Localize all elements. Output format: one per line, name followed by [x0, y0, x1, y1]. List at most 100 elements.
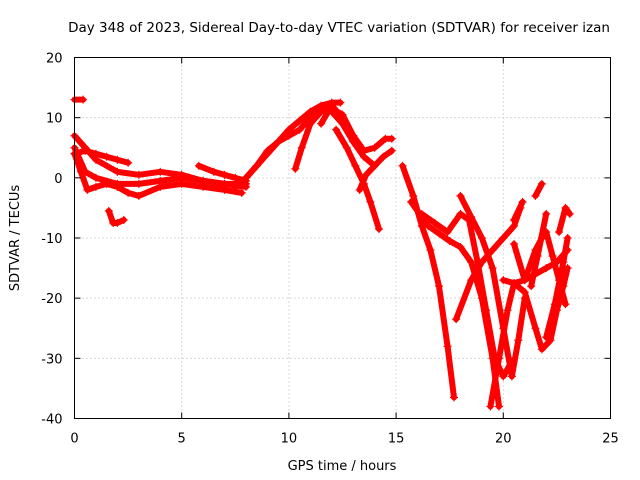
- data-point: [113, 182, 122, 191]
- data-point: [252, 161, 261, 170]
- data-point: [424, 221, 433, 230]
- data-point: [134, 170, 143, 179]
- data-point: [220, 185, 229, 194]
- data-point: [317, 119, 326, 128]
- series-track-25: [555, 203, 574, 236]
- series-track-6: [104, 206, 128, 227]
- series-band: [543, 235, 571, 341]
- data-point: [177, 179, 186, 188]
- data-point: [295, 116, 304, 125]
- data-point: [477, 234, 486, 242]
- data-point: [220, 170, 229, 179]
- series-band: [318, 102, 395, 154]
- data-point: [374, 224, 383, 233]
- series-band: [511, 198, 526, 223]
- data-point: [499, 276, 508, 285]
- data-point: [409, 191, 418, 200]
- data-point: [456, 209, 465, 218]
- series-track-14: [398, 161, 458, 402]
- data-point: [486, 402, 495, 411]
- y-axis-label: SDTVAR / TECUs: [8, 185, 23, 292]
- series-track-26: [531, 179, 546, 200]
- data-point: [104, 206, 113, 215]
- data-point: [91, 182, 100, 191]
- data-point: [452, 315, 461, 324]
- x-tick-label: 0: [70, 432, 78, 447]
- data-point: [426, 246, 435, 255]
- y-tick-label: -30: [41, 352, 62, 367]
- data-point: [297, 143, 306, 152]
- series-band: [71, 144, 250, 190]
- data-point: [306, 119, 315, 128]
- data-point: [102, 179, 111, 188]
- data-point: [209, 167, 218, 176]
- data-point: [495, 402, 504, 411]
- series-band: [556, 204, 573, 235]
- data-point: [503, 306, 512, 315]
- y-tick-label: 20: [46, 52, 63, 67]
- data-point: [443, 342, 452, 351]
- data-point: [76, 167, 85, 176]
- data-point: [156, 167, 165, 176]
- data-point: [124, 158, 133, 167]
- data-point: [559, 258, 568, 267]
- series-track-7: [194, 161, 251, 185]
- data-point: [510, 279, 519, 288]
- data-point: [91, 173, 100, 182]
- y-tick-label: -20: [41, 292, 62, 307]
- data-point: [379, 152, 388, 161]
- x-tick-label: 10: [281, 432, 298, 447]
- data-point: [518, 197, 527, 206]
- series-band: [333, 126, 382, 232]
- data-point: [284, 131, 293, 140]
- data-point: [555, 227, 564, 236]
- x-tick-label: 5: [178, 432, 186, 447]
- data-point: [477, 258, 486, 267]
- data-point: [366, 197, 375, 206]
- data-point: [434, 282, 443, 291]
- data-point: [542, 264, 551, 273]
- data-point: [237, 188, 246, 197]
- data-point: [520, 276, 529, 285]
- data-point: [550, 300, 559, 309]
- series-track-5: [70, 95, 88, 104]
- data-point: [263, 146, 272, 155]
- x-axis-label: GPS time / hours: [288, 459, 397, 474]
- data-point: [317, 107, 326, 116]
- data-point: [482, 306, 491, 315]
- data-point: [443, 227, 452, 236]
- data-point: [537, 345, 546, 354]
- data-point: [79, 95, 88, 104]
- data-point: [199, 182, 208, 191]
- x-tick-label: 20: [495, 432, 512, 447]
- data-point: [113, 155, 122, 164]
- data-point: [398, 161, 407, 170]
- data-point: [561, 300, 570, 309]
- data-point: [445, 237, 454, 246]
- data-point: [124, 188, 133, 197]
- data-point: [349, 131, 358, 140]
- data-point: [338, 113, 347, 122]
- data-point: [561, 203, 570, 212]
- data-point: [291, 164, 300, 173]
- data-point: [565, 209, 574, 218]
- data-point: [351, 161, 360, 170]
- data-point: [546, 336, 555, 345]
- data-point: [194, 161, 203, 170]
- data-point: [242, 173, 251, 182]
- data-point: [387, 146, 396, 155]
- data-point: [467, 276, 476, 285]
- series-layer: [70, 95, 574, 411]
- data-point: [510, 215, 519, 224]
- data-point: [342, 143, 351, 152]
- data-point: [387, 134, 396, 143]
- series-track-11: [317, 101, 396, 155]
- data-point: [563, 234, 572, 242]
- data-point: [510, 240, 519, 249]
- series-band: [532, 180, 545, 199]
- data-point: [417, 209, 426, 218]
- y-tick-label: -10: [41, 232, 62, 247]
- series-band: [457, 192, 528, 380]
- ticks: -40 -30 -20 -10 0 10 20 0 5 10 15 20 25: [41, 52, 619, 447]
- data-point: [456, 243, 465, 252]
